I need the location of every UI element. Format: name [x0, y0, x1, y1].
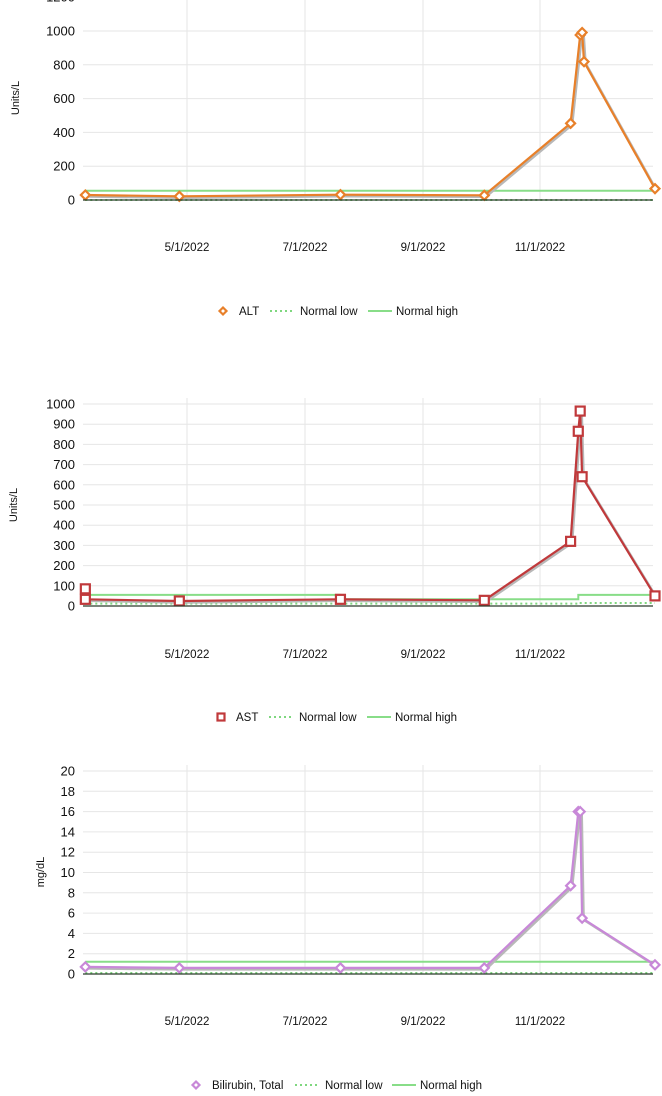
alt-point: [79, 188, 92, 202]
y-tick-label: 300: [53, 538, 75, 553]
y-tick-label: 1200: [46, 0, 75, 5]
y-tick-label: 0: [68, 967, 75, 982]
ast-point: [572, 425, 584, 437]
x-tick-label: 5/1/2022: [165, 649, 210, 661]
bilirubin-total-point: [576, 912, 589, 925]
y-tick-label: 400: [53, 518, 75, 533]
ast-point: [173, 595, 185, 607]
y-tick-label: 10: [61, 865, 75, 880]
ast-series-shadow: [85, 411, 658, 604]
alt-series-line: [85, 31, 656, 198]
y-axis-label: Units/L: [10, 81, 22, 115]
alt-point: [173, 190, 186, 203]
alt-point: [576, 26, 589, 39]
chart-3: 0 2 4 6 8 10 12 14 16 18 20 5/1/2022 7/1/2022 9/1/202…: [35, 764, 662, 1092]
y-tick-label: 700: [53, 457, 75, 472]
ast-point: [478, 594, 490, 606]
ast-legend-marker: [216, 712, 226, 722]
x-tick-label: 5/1/2022: [165, 1016, 210, 1028]
bilirubin-total-point: [79, 960, 92, 973]
y-tick-label: 900: [53, 417, 75, 432]
legend-label: Normal low: [325, 1080, 383, 1092]
alt-legend-marker: [217, 305, 229, 317]
legend-label: ALT: [239, 306, 259, 318]
bilirubin-total-legend-marker: [190, 1079, 202, 1091]
legend: Bilirubin, Total Normal low Normal high: [190, 1079, 482, 1092]
y-tick-label: 16: [61, 804, 75, 819]
ast-point: [334, 593, 347, 605]
y-tick-label: 200: [53, 558, 75, 573]
y-tick-label: 4: [68, 926, 75, 941]
ast-point: [79, 583, 91, 595]
y-tick-label: 500: [53, 498, 75, 513]
bilirubin-total-point: [478, 961, 491, 974]
y-tick-label: 400: [53, 125, 75, 140]
x-tick-label: 7/1/2022: [283, 242, 328, 254]
y-tick-label: 1000: [46, 24, 75, 39]
y-tick-label: 100: [53, 578, 75, 593]
alt-point: [564, 117, 577, 130]
alt-point: [577, 55, 591, 68]
y-tick-label: 800: [53, 57, 75, 72]
legend-label: Normal low: [299, 712, 357, 724]
legend-label: Normal low: [300, 306, 358, 318]
y-tick-label: 1000: [46, 397, 75, 412]
bilirubin-total-point: [564, 879, 577, 892]
legend: ALT Normal low Normal high: [217, 305, 458, 318]
x-tick-label: 7/1/2022: [283, 649, 328, 661]
y-tick-label: 200: [53, 159, 75, 174]
x-tick-label: 9/1/2022: [401, 242, 446, 254]
legend: AST Normal low Normal high: [216, 712, 457, 724]
y-tick-label: 14: [61, 824, 75, 839]
x-tick-label: 11/1/2022: [515, 649, 565, 661]
normal-low-line: [85, 602, 655, 605]
y-tick-label: 18: [61, 784, 75, 799]
y-tick-label: 600: [53, 91, 75, 106]
bilirubin-total-point: [648, 958, 662, 971]
y-axis-label: mg/dL: [35, 857, 47, 888]
y-tick-label: 600: [53, 477, 75, 492]
bilirubin-total-point: [334, 961, 347, 974]
bilirubin-total-point: [574, 805, 587, 818]
legend-label: Normal high: [420, 1080, 482, 1092]
ast-point: [565, 535, 577, 547]
x-tick-label: 9/1/2022: [401, 649, 446, 661]
y-tick-label: 12: [61, 845, 75, 860]
y-tick-label: 800: [53, 437, 75, 452]
y-tick-label: 6: [68, 906, 75, 921]
x-tick-label: 11/1/2022: [515, 242, 565, 254]
bilirubin-total-point: [173, 961, 186, 974]
chart-2: 0 100 200 300 400 500 600 700 800 900 1000 5/1/2022…: [8, 397, 661, 724]
y-tick-label: 2: [68, 946, 75, 961]
x-tick-label: 11/1/2022: [515, 1016, 565, 1028]
legend-label: Normal high: [396, 306, 458, 318]
x-tick-label: 7/1/2022: [283, 1016, 328, 1028]
legend-label: Bilirubin, Total: [212, 1080, 283, 1092]
y-tick-label: 8: [68, 885, 75, 900]
x-tick-label: 9/1/2022: [401, 1016, 446, 1028]
ast-point: [79, 593, 91, 605]
y-tick-label: 0: [68, 599, 75, 614]
y-tick-label: 20: [61, 764, 75, 779]
alt-point: [334, 188, 347, 201]
ast-point: [576, 471, 588, 483]
ast-point: [574, 405, 586, 417]
chart-1: 0 200 400 600 800 1000 1200 5/1/2022 7/1/2022 9/1…: [10, 0, 662, 318]
x-tick-label: 5/1/2022: [165, 242, 210, 254]
alt-point: [648, 182, 662, 195]
y-axis-label: Units/L: [8, 488, 20, 522]
y-tick-label: 0: [68, 193, 75, 208]
ast-point: [649, 590, 661, 602]
legend-label: Normal high: [395, 712, 457, 724]
ast-series-line: [84, 410, 656, 603]
legend-label: AST: [236, 712, 258, 724]
